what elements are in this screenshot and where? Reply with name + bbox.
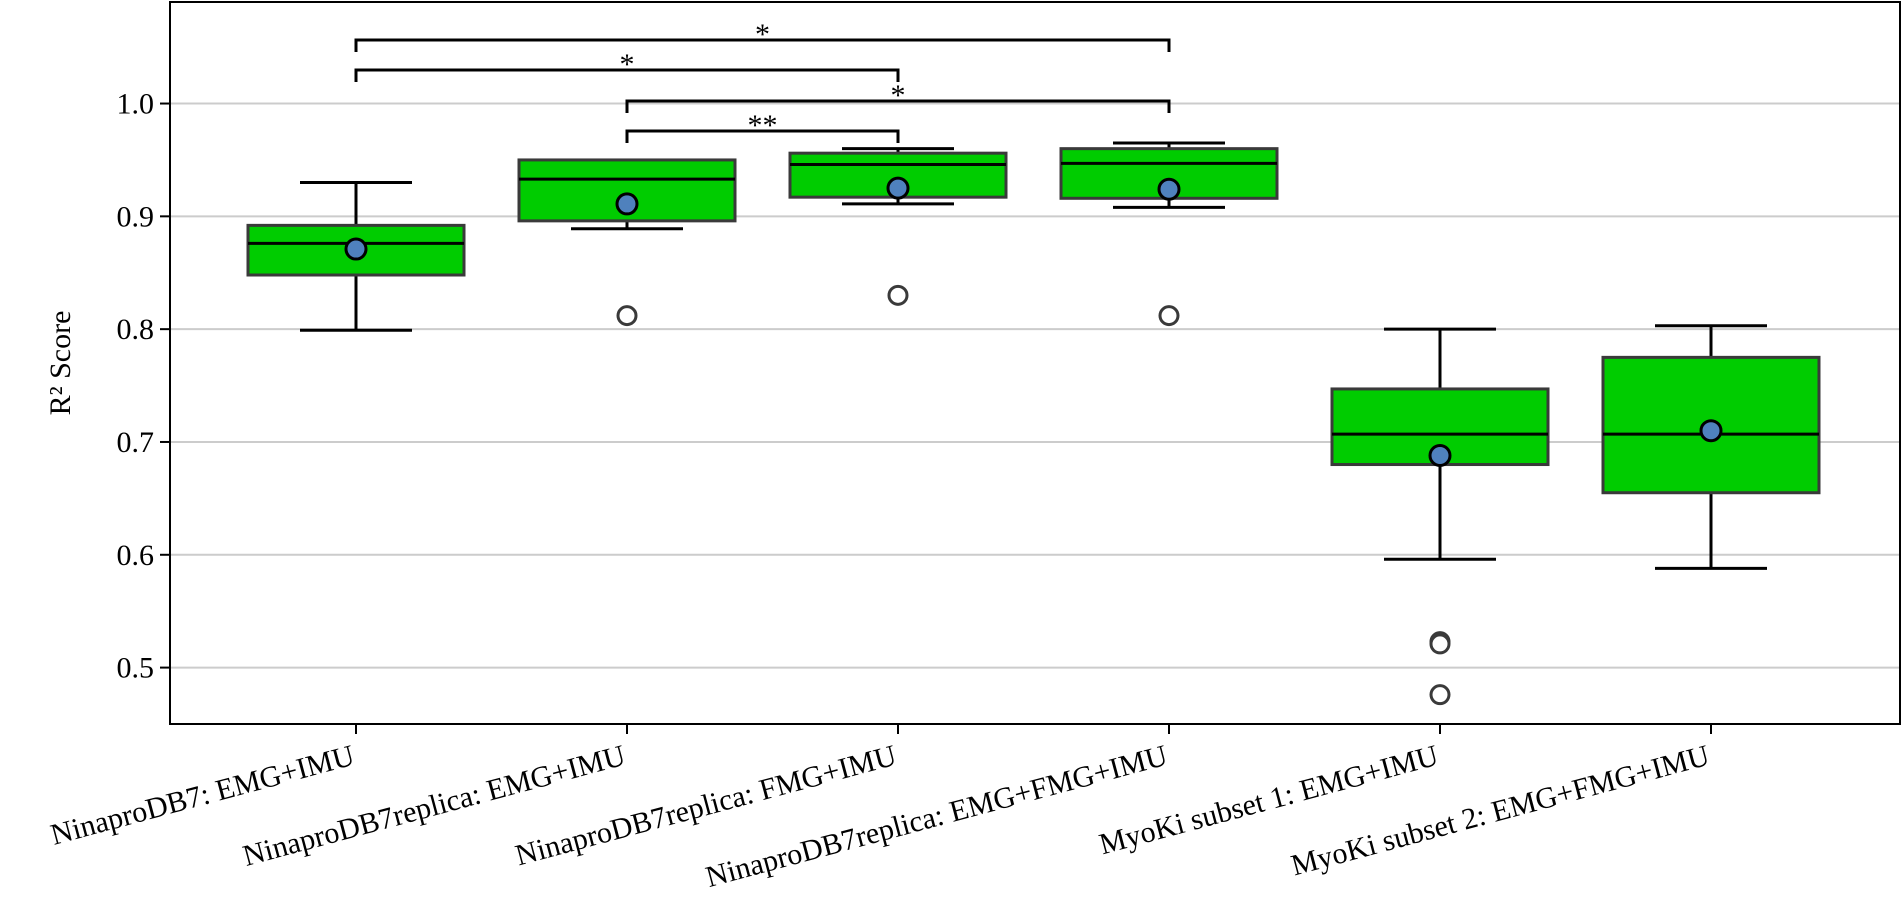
y-tick-label: 0.9	[117, 200, 155, 233]
significance-label: *	[891, 79, 906, 112]
box-2	[517, 158, 737, 327]
significance-bracket: *	[625, 79, 1171, 113]
significance-label: **	[748, 109, 778, 142]
significance-label: *	[620, 48, 635, 81]
outlier-point	[1429, 684, 1451, 706]
y-tick-label: 0.6	[117, 539, 155, 572]
plot-frame	[169, 1, 1901, 725]
bracket-line	[625, 99, 1171, 113]
outlier-point	[1158, 305, 1180, 327]
y-tick-label: 0.5	[117, 652, 155, 685]
gridlines	[170, 102, 1900, 669]
y-tick-label: 0.8	[117, 313, 155, 346]
outlier-point	[616, 305, 638, 327]
x-tick-label: NinaproDB7replica: EMG+FMG+IMU	[702, 739, 1171, 894]
mean-marker	[886, 176, 910, 200]
mean-marker	[344, 237, 368, 261]
y-tick-label: 0.7	[117, 426, 155, 459]
mean-marker	[615, 192, 639, 216]
significance-bracket: *	[354, 18, 1171, 52]
mean-marker	[1428, 444, 1452, 468]
significance-bracket: **	[625, 109, 900, 143]
y-axis-label: R² Score	[44, 311, 77, 416]
outlier-point	[887, 284, 909, 306]
significance-label: *	[755, 18, 770, 51]
outlier-point	[1429, 633, 1451, 655]
mean-marker	[1157, 177, 1181, 201]
mean-marker	[1699, 419, 1723, 443]
significance-bracket: *	[354, 48, 900, 82]
y-tick-label: 1.0	[117, 88, 155, 121]
box-6	[1601, 324, 1821, 570]
bracket-line	[354, 68, 900, 82]
bracket-line	[354, 38, 1171, 52]
box-1	[246, 181, 466, 332]
box-4	[1059, 141, 1279, 327]
boxes	[246, 141, 1821, 706]
box-5	[1330, 327, 1550, 706]
bracket-line	[625, 129, 900, 143]
significance-brackets: *****	[354, 18, 1171, 143]
box-3	[788, 147, 1008, 306]
